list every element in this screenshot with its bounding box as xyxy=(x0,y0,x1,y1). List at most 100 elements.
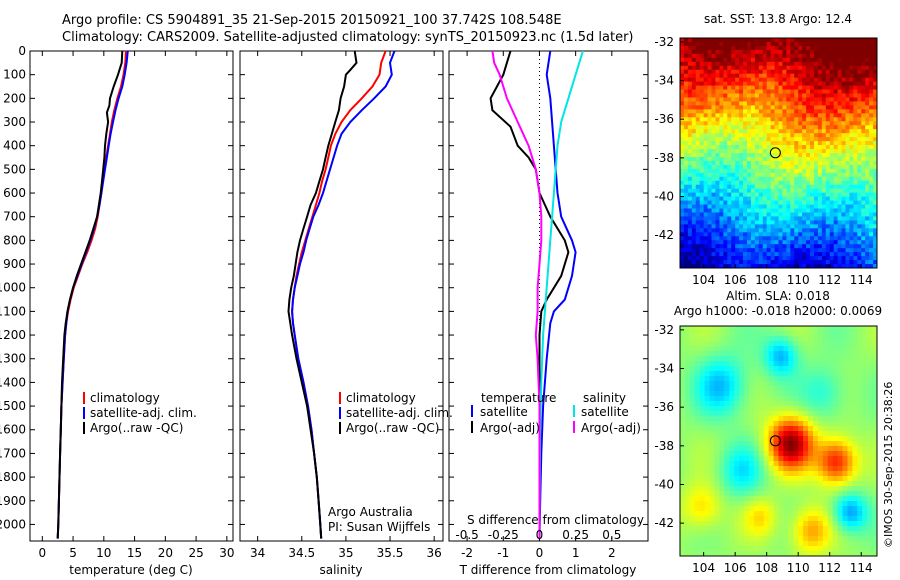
sla-cell xyxy=(852,441,858,447)
sla-cell xyxy=(694,376,701,382)
sla-cell xyxy=(793,481,799,487)
sla-cell xyxy=(803,371,809,377)
sst-cell xyxy=(735,85,740,90)
sst-cell xyxy=(680,81,685,86)
sst-cell xyxy=(723,180,728,186)
sst-cell xyxy=(861,248,866,253)
sla-cell xyxy=(734,371,740,377)
sla-cell xyxy=(729,331,735,337)
sst-cell xyxy=(806,41,811,47)
sst-cell xyxy=(853,248,858,253)
sst-cell xyxy=(715,228,720,233)
sla-cell xyxy=(788,326,794,332)
sst-cell xyxy=(841,192,846,198)
sst-cell xyxy=(683,121,689,126)
sst-cell xyxy=(794,149,799,154)
sla-cell xyxy=(788,341,794,347)
salinity-xlabel: salinity xyxy=(319,563,362,577)
sst-cell xyxy=(770,125,775,130)
sst-cell xyxy=(802,129,807,134)
sst-cell xyxy=(683,69,689,75)
sst-cell xyxy=(754,224,760,229)
sst-cell xyxy=(794,45,799,51)
sst-cell xyxy=(683,49,689,55)
sla-cell xyxy=(739,421,745,427)
sst-cell xyxy=(703,156,708,162)
sla-cell xyxy=(832,491,838,497)
sst-cell xyxy=(707,172,712,178)
sst-cell xyxy=(786,160,791,166)
sst-cell xyxy=(723,192,728,198)
sst-cell xyxy=(825,73,831,79)
sst-cell xyxy=(746,101,752,106)
sst-cell xyxy=(790,252,795,257)
sst-cell xyxy=(731,188,736,194)
sst-cell xyxy=(845,216,850,221)
map-y-tick-label: -40 xyxy=(654,189,674,203)
sst-cell xyxy=(750,236,756,241)
sst-cell xyxy=(798,101,803,106)
sla-cell xyxy=(827,366,834,372)
sst-cell xyxy=(817,220,823,225)
sst-cell xyxy=(680,160,685,166)
sst-cell xyxy=(778,85,783,90)
sst-cell xyxy=(782,77,787,83)
sla-cell xyxy=(753,486,760,492)
sst-cell xyxy=(849,216,854,221)
s-tick-label: 0 xyxy=(536,528,544,542)
sla-cell xyxy=(783,386,789,392)
sla-cell xyxy=(753,541,760,547)
sla-cell xyxy=(709,481,715,487)
sla-cell xyxy=(768,356,774,362)
sla-cell xyxy=(709,456,715,462)
sla-cell xyxy=(852,351,858,357)
sla-cell xyxy=(872,531,877,537)
sst-cell xyxy=(703,192,708,198)
sst-cell xyxy=(707,153,712,158)
sst-cell xyxy=(825,109,831,114)
sst-cell xyxy=(731,57,736,63)
sst-cell xyxy=(817,109,823,114)
sla-cell xyxy=(684,341,691,347)
sst-cell xyxy=(806,224,811,229)
sst-cell xyxy=(719,260,724,265)
sst-cell xyxy=(680,216,685,221)
sla-cell xyxy=(803,421,809,427)
sst-cell xyxy=(821,232,827,237)
sst-cell xyxy=(873,105,877,110)
x-tick-label: 36 xyxy=(427,546,442,560)
sst-cell xyxy=(798,65,803,71)
sla-cell xyxy=(748,536,755,542)
sla-cell xyxy=(867,451,873,457)
sst-cell xyxy=(739,41,744,47)
sla-cell xyxy=(837,446,843,452)
sst-cell xyxy=(873,125,877,130)
sla-cell xyxy=(827,326,834,332)
sla-cell xyxy=(847,436,853,442)
sst-cell xyxy=(841,105,846,110)
sla-cell xyxy=(847,361,853,367)
sst-cell xyxy=(833,145,838,150)
sla-cell xyxy=(773,356,779,362)
sst-cell xyxy=(786,93,791,98)
sst-cell xyxy=(762,204,768,209)
sst-cell xyxy=(813,105,819,110)
sla-cell xyxy=(837,471,843,477)
sst-cell xyxy=(778,240,783,245)
sst-cell xyxy=(778,220,783,225)
sst-cell xyxy=(837,57,842,63)
sst-cell xyxy=(723,172,728,178)
sst-cell xyxy=(703,149,708,154)
map-x-tick-label: 106 xyxy=(724,273,747,287)
x-tick-label: 30 xyxy=(219,546,234,560)
sla-cell xyxy=(798,451,804,457)
sst-cell xyxy=(821,153,827,158)
sla-cell xyxy=(680,396,686,402)
sst-cell xyxy=(743,65,748,71)
sla-cell xyxy=(714,531,720,537)
sst-cell xyxy=(833,85,838,90)
sst-cell xyxy=(703,141,708,146)
sst-cell xyxy=(861,105,866,110)
sst-cell xyxy=(845,89,850,94)
sst-cell xyxy=(739,45,744,51)
